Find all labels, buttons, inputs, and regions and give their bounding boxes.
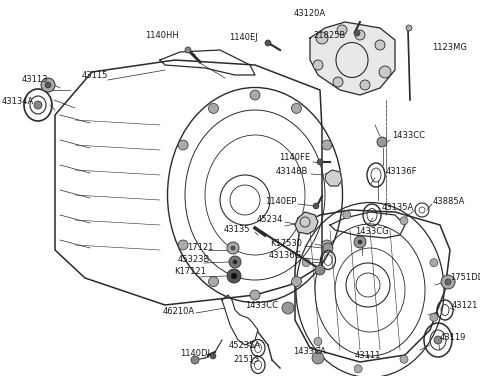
Text: 1751DD: 1751DD — [450, 273, 480, 282]
Text: 21513: 21513 — [234, 355, 260, 364]
Text: 1433CG: 1433CG — [355, 227, 389, 237]
Text: 1140HH: 1140HH — [145, 32, 179, 41]
Text: 46210A: 46210A — [163, 308, 195, 317]
Circle shape — [41, 78, 55, 92]
Circle shape — [354, 236, 366, 248]
Circle shape — [400, 217, 408, 225]
Circle shape — [317, 159, 323, 165]
Text: 45234: 45234 — [257, 215, 283, 224]
Text: 1433CC: 1433CC — [245, 300, 278, 309]
Text: 43134A: 43134A — [2, 97, 34, 106]
Circle shape — [250, 90, 260, 100]
Circle shape — [191, 356, 199, 364]
Circle shape — [377, 137, 387, 147]
Text: 1140FE: 1140FE — [279, 153, 310, 162]
Circle shape — [441, 275, 455, 289]
Text: 43135A: 43135A — [382, 203, 414, 212]
Circle shape — [434, 336, 442, 344]
Circle shape — [208, 103, 218, 114]
Text: 43885A: 43885A — [433, 197, 466, 206]
Text: 45323B: 45323B — [178, 256, 210, 264]
Circle shape — [233, 260, 237, 264]
Circle shape — [316, 32, 328, 44]
Circle shape — [406, 25, 412, 31]
Circle shape — [227, 269, 241, 283]
Circle shape — [430, 259, 438, 267]
Circle shape — [210, 353, 216, 359]
Text: 43136G: 43136G — [269, 252, 302, 261]
Circle shape — [265, 40, 271, 46]
Circle shape — [322, 140, 332, 150]
Text: 43136F: 43136F — [386, 167, 418, 176]
Text: 43148B: 43148B — [276, 167, 308, 176]
Text: 1123MG: 1123MG — [432, 44, 467, 53]
Polygon shape — [325, 170, 342, 186]
Circle shape — [343, 211, 351, 219]
Circle shape — [312, 352, 324, 364]
Circle shape — [208, 277, 218, 287]
Circle shape — [34, 101, 42, 109]
Circle shape — [445, 279, 451, 285]
Circle shape — [291, 277, 301, 287]
Circle shape — [354, 30, 360, 36]
Text: K17530: K17530 — [270, 240, 302, 249]
Text: 43120A: 43120A — [294, 9, 326, 18]
Circle shape — [178, 140, 188, 150]
Circle shape — [250, 290, 260, 300]
Text: 1140DJ: 1140DJ — [180, 350, 210, 358]
Circle shape — [315, 265, 325, 275]
Text: 43119: 43119 — [440, 334, 467, 343]
Circle shape — [314, 337, 322, 346]
Circle shape — [400, 355, 408, 363]
Text: 21825B: 21825B — [314, 30, 346, 39]
Circle shape — [360, 80, 370, 90]
Circle shape — [185, 47, 191, 53]
Circle shape — [322, 240, 332, 250]
Circle shape — [227, 242, 239, 254]
Polygon shape — [295, 212, 318, 234]
Text: 1140EJ: 1140EJ — [229, 33, 258, 42]
Circle shape — [231, 273, 237, 279]
Circle shape — [375, 40, 385, 50]
Circle shape — [291, 103, 301, 114]
Circle shape — [355, 30, 365, 40]
Text: K17121: K17121 — [174, 267, 206, 276]
Circle shape — [229, 256, 241, 268]
Circle shape — [333, 77, 343, 87]
Polygon shape — [310, 22, 395, 95]
Circle shape — [337, 25, 347, 35]
Text: 1433CA: 1433CA — [294, 347, 326, 356]
Text: 43135: 43135 — [224, 226, 250, 235]
Circle shape — [302, 259, 310, 267]
Text: 43115: 43115 — [82, 71, 108, 80]
Circle shape — [45, 82, 51, 88]
Text: 45235A: 45235A — [229, 341, 261, 350]
Text: 43111: 43111 — [355, 352, 381, 361]
Circle shape — [231, 246, 235, 250]
Circle shape — [282, 302, 294, 314]
Text: 1433CC: 1433CC — [392, 130, 425, 139]
Circle shape — [323, 243, 333, 253]
Circle shape — [354, 365, 362, 373]
Circle shape — [358, 240, 362, 244]
Text: 43121: 43121 — [452, 302, 479, 311]
Text: 43113: 43113 — [22, 76, 48, 85]
Circle shape — [379, 66, 391, 78]
Circle shape — [313, 203, 319, 209]
Text: 17121: 17121 — [187, 244, 213, 253]
Circle shape — [178, 240, 188, 250]
Circle shape — [313, 60, 323, 70]
Circle shape — [430, 313, 438, 321]
Text: 1140EP: 1140EP — [264, 197, 296, 206]
